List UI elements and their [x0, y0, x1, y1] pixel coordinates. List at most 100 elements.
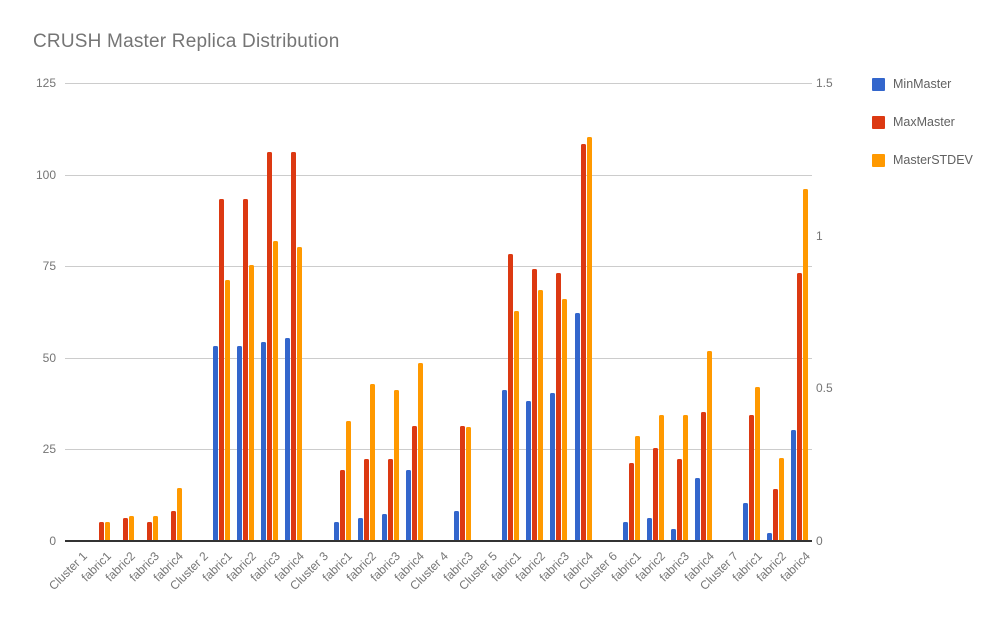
bar-minmaster[interactable]	[454, 510, 460, 540]
bar-masterstdev[interactable]	[369, 384, 375, 540]
bar-masterstdev[interactable]	[779, 457, 785, 540]
bar-maxmaster[interactable]	[628, 463, 634, 540]
bar-maxmaster[interactable]	[339, 470, 345, 540]
bar-group	[454, 82, 472, 540]
bar-masterstdev[interactable]	[128, 515, 134, 540]
bar-maxmaster[interactable]	[98, 521, 104, 540]
bar-group	[357, 82, 375, 540]
bar-masterstdev[interactable]	[634, 436, 640, 540]
bar-group	[430, 82, 447, 540]
y-axis-left-tick-label: 0	[49, 534, 56, 548]
bar-masterstdev[interactable]	[803, 188, 809, 540]
bar-masterstdev[interactable]	[417, 362, 423, 540]
bar-group	[574, 82, 592, 540]
bar-minmaster[interactable]	[550, 393, 556, 540]
bar-minmaster[interactable]	[261, 342, 267, 540]
bar-maxmaster[interactable]	[556, 272, 562, 540]
legend-swatch-maxmaster	[872, 115, 885, 129]
bar-masterstdev[interactable]	[152, 515, 158, 540]
bar-maxmaster[interactable]	[532, 268, 538, 540]
bar-minmaster[interactable]	[622, 521, 628, 540]
bar-maxmaster[interactable]	[387, 459, 393, 540]
bar-group	[526, 82, 544, 540]
bar-masterstdev[interactable]	[273, 240, 279, 540]
bar-group	[261, 82, 279, 540]
bar-maxmaster[interactable]	[243, 199, 249, 540]
legend-item-masterstdev[interactable]: MasterSTDEV	[872, 153, 973, 167]
bar-maxmaster[interactable]	[580, 144, 586, 540]
legend-label: MinMaster	[893, 77, 952, 91]
bar-masterstdev[interactable]	[225, 280, 231, 540]
bar-maxmaster[interactable]	[773, 488, 779, 540]
gridline	[65, 357, 812, 359]
x-axis-baseline	[65, 540, 812, 542]
bar-maxmaster[interactable]	[508, 254, 514, 540]
bar-minmaster[interactable]	[695, 477, 701, 540]
bar-maxmaster[interactable]	[170, 510, 176, 540]
bar-masterstdev[interactable]	[249, 265, 255, 540]
legend-item-maxmaster[interactable]: MaxMaster	[872, 115, 973, 129]
bar-minmaster[interactable]	[237, 345, 243, 540]
bar-group	[117, 82, 134, 540]
bar-minmaster[interactable]	[526, 400, 532, 540]
bar-group	[502, 82, 520, 540]
bar-minmaster[interactable]	[285, 338, 291, 540]
bar-minmaster[interactable]	[333, 521, 339, 540]
bar-minmaster[interactable]	[743, 503, 749, 540]
legend-item-minmaster[interactable]: MinMaster	[872, 77, 973, 91]
bar-group	[213, 82, 231, 540]
bar-masterstdev[interactable]	[538, 289, 544, 540]
bar-maxmaster[interactable]	[122, 518, 128, 540]
bar-minmaster[interactable]	[646, 518, 652, 540]
bar-maxmaster[interactable]	[749, 415, 755, 540]
bar-masterstdev[interactable]	[104, 521, 110, 540]
bar-maxmaster[interactable]	[797, 272, 803, 540]
bar-maxmaster[interactable]	[219, 199, 225, 540]
legend-swatch-masterstdev	[872, 153, 885, 167]
bar-masterstdev[interactable]	[466, 427, 472, 540]
plot-area	[65, 82, 812, 542]
legend-label: MasterSTDEV	[893, 153, 973, 167]
bar-masterstdev[interactable]	[586, 136, 592, 540]
bar-group	[69, 82, 86, 540]
bar-minmaster[interactable]	[791, 430, 797, 540]
bar-minmaster[interactable]	[670, 529, 676, 540]
bar-group	[743, 82, 761, 540]
bar-masterstdev[interactable]	[755, 387, 761, 540]
bar-maxmaster[interactable]	[701, 411, 707, 540]
bar-maxmaster[interactable]	[676, 459, 682, 540]
y-axis-right-tick-label: 0	[816, 534, 823, 548]
bar-minmaster[interactable]	[502, 389, 508, 540]
bar-minmaster[interactable]	[405, 470, 411, 540]
bar-maxmaster[interactable]	[363, 459, 369, 540]
y-axis-left-tick-label: 75	[42, 259, 56, 274]
bar-maxmaster[interactable]	[291, 151, 297, 540]
bar-minmaster[interactable]	[357, 518, 363, 540]
legend-label: MaxMaster	[893, 115, 955, 129]
bar-masterstdev[interactable]	[297, 246, 303, 540]
bar-masterstdev[interactable]	[176, 488, 182, 540]
bar-minmaster[interactable]	[767, 532, 773, 540]
bar-group	[381, 82, 399, 540]
bar-masterstdev[interactable]	[707, 350, 713, 540]
bar-minmaster[interactable]	[381, 514, 387, 540]
chart-title: CRUSH Master Replica Distribution	[33, 31, 340, 52]
bar-maxmaster[interactable]	[411, 426, 417, 540]
bar-masterstdev[interactable]	[514, 311, 520, 540]
bar-maxmaster[interactable]	[460, 426, 466, 540]
gridline	[65, 449, 812, 451]
bar-masterstdev[interactable]	[345, 420, 351, 540]
bar-maxmaster[interactable]	[267, 151, 273, 540]
bar-masterstdev[interactable]	[393, 390, 399, 540]
bar-masterstdev[interactable]	[658, 414, 664, 540]
y-axis-right-tick-label: 1	[816, 228, 823, 243]
bar-maxmaster[interactable]	[652, 448, 658, 540]
bar-masterstdev[interactable]	[682, 414, 688, 540]
bar-maxmaster[interactable]	[146, 521, 152, 540]
bar-minmaster[interactable]	[574, 312, 580, 540]
bar-group	[405, 82, 423, 540]
bar-group	[622, 82, 640, 540]
bar-group	[310, 82, 327, 540]
bar-masterstdev[interactable]	[562, 298, 568, 540]
bar-minmaster[interactable]	[213, 345, 219, 540]
